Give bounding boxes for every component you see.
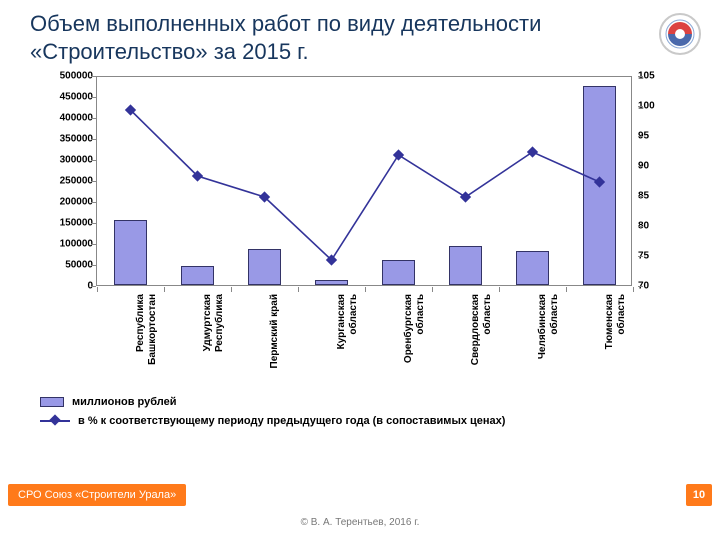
footer-org: СРО Союз «Строители Урала»: [8, 484, 186, 506]
y2-tick: 85: [638, 191, 680, 202]
y1-axis-ticks: 0500001000001500002000002500003000003500…: [40, 76, 93, 286]
y2-tick: 80: [638, 221, 680, 232]
slide-title: Объем выполненных работ по виду деятельн…: [30, 10, 610, 65]
line-swatch-icon: [40, 414, 70, 428]
org-logo: [658, 12, 702, 56]
bar: [449, 246, 483, 285]
y1-tick: 250000: [40, 176, 93, 187]
y2-tick: 90: [638, 161, 680, 172]
y2-tick: 75: [638, 251, 680, 262]
bar: [248, 249, 282, 285]
copyright: © В. А. Терентьев, 2016 г.: [0, 517, 720, 528]
y1-tick: 450000: [40, 92, 93, 103]
x-category: Оренбургскаяобласть: [403, 294, 427, 363]
y2-axis-ticks: 707580859095100105: [638, 76, 680, 286]
legend: миллионов рублей в % к соответствующему …: [40, 390, 680, 434]
legend-item-line: в % к соответствующему периоду предыдуще…: [40, 414, 680, 428]
bar: [181, 266, 215, 285]
bar: [583, 86, 617, 286]
y2-tick: 95: [638, 131, 680, 142]
y2-tick: 105: [638, 71, 680, 82]
x-category: Свердловскаяобласть: [470, 294, 494, 365]
x-category: УдмуртскаяРеспублика: [202, 294, 226, 352]
y1-tick: 50000: [40, 260, 93, 271]
y1-tick: 300000: [40, 155, 93, 166]
x-category: Челябинскаяобласть: [537, 294, 561, 359]
bar: [114, 220, 148, 285]
y1-tick: 400000: [40, 113, 93, 124]
page-number: 10: [686, 484, 712, 506]
x-category: Тюменскаяобласть: [604, 294, 628, 349]
bar-swatch-icon: [40, 397, 64, 407]
y1-tick: 150000: [40, 218, 93, 229]
chart: 0 50000 100000 150000 200000 250000 300000 3500…: [40, 76, 680, 406]
legend-label-bars: миллионов рублей: [72, 396, 176, 408]
bar-series: [97, 77, 631, 285]
plot-area: [96, 76, 632, 286]
y2-tick: 70: [638, 281, 680, 292]
bar: [382, 260, 416, 285]
x-category: Пермский край: [269, 294, 281, 368]
legend-label-line: в % к соответствующему периоду предыдуще…: [78, 415, 505, 427]
x-category: РеспубликаБашкортостан: [135, 294, 159, 365]
x-axis-categories: РеспубликаБашкортостан УдмуртскаяРеспубли…: [96, 290, 632, 380]
y1-tick: 0: [40, 281, 93, 292]
legend-item-bars: миллионов рублей: [40, 396, 680, 408]
bar: [315, 280, 349, 285]
y2-tick: 100: [638, 101, 680, 112]
y1-tick: 350000: [40, 134, 93, 145]
x-category: Курганскаяобласть: [336, 294, 360, 349]
y1-tick: 200000: [40, 197, 93, 208]
y1-tick: 100000: [40, 239, 93, 250]
bar: [516, 251, 550, 285]
y1-tick: 500000: [40, 71, 93, 82]
